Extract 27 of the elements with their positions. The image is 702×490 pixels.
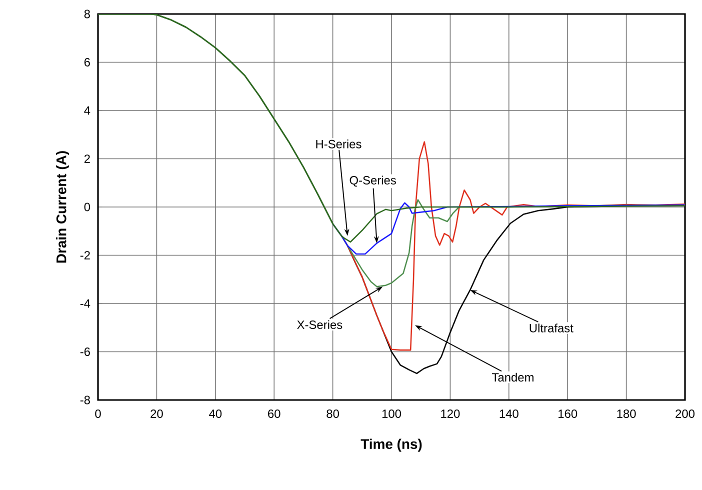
x-tick-label: 180 bbox=[617, 410, 636, 418]
annotation: Ultrafast bbox=[530, 324, 574, 332]
annotation: X-Series bbox=[297, 320, 342, 329]
x-tick-label: 40 bbox=[209, 410, 222, 418]
x-tick-label: 120 bbox=[441, 410, 460, 418]
x-tick-label: 0 bbox=[95, 410, 101, 418]
y-tick-label: -4 bbox=[80, 299, 90, 308]
y-tick-label: 6 bbox=[84, 58, 90, 66]
y-tick-label: -6 bbox=[80, 348, 90, 356]
annotation: Tandem bbox=[492, 372, 534, 382]
y-tick-label: 8 bbox=[84, 10, 90, 18]
annotation: H-Series bbox=[316, 140, 362, 148]
y-tick-label: -2 bbox=[80, 251, 90, 260]
x-tick-label: 160 bbox=[558, 410, 578, 418]
y-tick-label: 4 bbox=[84, 106, 90, 115]
y-tick-label: -8 bbox=[80, 396, 90, 404]
annotation: Q-Series bbox=[350, 176, 396, 187]
y-tick-label: 0 bbox=[84, 202, 90, 212]
x-tick-label: 100 bbox=[382, 410, 402, 418]
x-tick-label: 80 bbox=[326, 410, 339, 418]
x-tick-label: 20 bbox=[150, 410, 163, 418]
x-axis-title: Time (ns) bbox=[360, 438, 422, 452]
x-tick-label: 60 bbox=[268, 410, 280, 418]
y-tick-label: 2 bbox=[84, 154, 90, 163]
x-tick-label: 140 bbox=[500, 410, 518, 418]
x-tick-label: 200 bbox=[676, 410, 695, 418]
y-axis-title: Drain Current (A) bbox=[56, 151, 70, 263]
